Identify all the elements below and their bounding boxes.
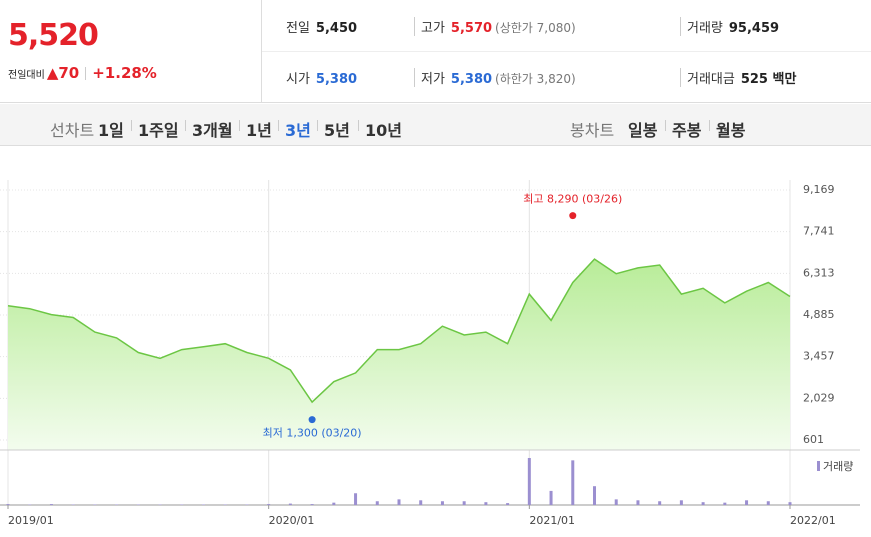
row-divider [262, 51, 871, 52]
annotation-marker [308, 416, 316, 424]
tab-separator [317, 120, 318, 131]
value: 5,450 [315, 21, 358, 36]
summary-box [262, 0, 871, 103]
period-tab[interactable]: 3년 [285, 121, 311, 140]
value: 5,380 [315, 72, 358, 87]
note: (하한가 3,820) [495, 72, 576, 86]
volume-bar [549, 490, 553, 505]
volume-bar [484, 502, 488, 505]
y-tick-label: 6,313 [803, 266, 835, 279]
volume-bar [527, 458, 531, 505]
tab-bar [0, 104, 871, 146]
label: 저가 [421, 72, 445, 87]
volume-bar [593, 486, 596, 505]
volume-bar [332, 502, 336, 505]
label: 시가 [286, 72, 310, 87]
value: 5,570 [450, 21, 493, 36]
period-tab[interactable]: 1년 [246, 121, 272, 140]
tab-separator [239, 120, 240, 131]
label: 거래대금 [687, 72, 735, 87]
tab-separator [131, 120, 132, 131]
price-box [0, 0, 262, 103]
change: 70 [58, 64, 80, 82]
x-tick-label: 2020/01 [269, 514, 315, 527]
value: 525 백만 [740, 72, 797, 87]
volume-bar [571, 460, 575, 505]
tab-separator [709, 120, 710, 131]
volume-bar [49, 504, 53, 505]
volume-bar [462, 501, 466, 505]
volume-bar [6, 504, 10, 505]
value: 95,459 [728, 21, 780, 36]
tab-separator [278, 120, 279, 131]
volume-bar [701, 502, 705, 505]
volume-bar [745, 500, 749, 505]
y-tick-label: 9,169 [803, 183, 835, 196]
label: 거래량 [687, 21, 723, 36]
y-tick-label: 7,741 [803, 225, 835, 238]
tab-group-label: 봉차트 [570, 121, 615, 140]
volume-bar [354, 493, 358, 505]
summary-item: 시가 5,380 [286, 68, 357, 87]
y-tick-label: 601 [803, 433, 824, 446]
annotation-text: 최고 8,290 (03/26) [523, 193, 622, 206]
volume-bar [723, 502, 727, 505]
tab-group-label: 선차트 [50, 121, 95, 140]
change-label: 전일대비 [8, 70, 45, 81]
area-fill [8, 259, 790, 450]
change-rate: +1.28% [92, 64, 157, 82]
volume-bar [267, 504, 271, 505]
tab-separator [358, 120, 359, 131]
volume-bar [788, 502, 792, 505]
volume-bar [636, 500, 640, 505]
period-tab[interactable]: 1주일 [138, 121, 179, 140]
value: 5,380 [450, 72, 493, 87]
legend-label: 거래량 [823, 460, 853, 473]
x-tick-label: 2022/01 [790, 514, 836, 527]
candle-tab[interactable]: 월봉 [716, 121, 746, 140]
note: (상한가 7,080) [495, 21, 576, 35]
volume-bar [375, 501, 379, 505]
volume-bar [440, 501, 444, 505]
legend-swatch [817, 461, 820, 471]
period-tab[interactable]: 3개월 [192, 121, 233, 140]
up-arrow: ▲ [46, 64, 59, 82]
y-tick-label: 4,885 [803, 308, 835, 321]
period-tab[interactable]: 1일 [98, 121, 124, 140]
tab-separator [665, 120, 666, 131]
period-tab[interactable]: 10년 [365, 121, 402, 140]
annotation-text: 최저 1,300 (03/20) [263, 427, 362, 440]
volume-bar [766, 501, 770, 505]
summary-item: 거래대금 525 백만 [680, 68, 796, 87]
y-tick-label: 3,457 [803, 350, 835, 363]
volume-bar [397, 499, 401, 505]
volume-bar [614, 499, 618, 505]
volume-bar [506, 503, 510, 505]
label: 고가 [421, 21, 445, 36]
volume-bar [288, 503, 292, 505]
volume-bar [419, 500, 423, 505]
current-price: 5,520 [8, 18, 99, 53]
volume-bar [679, 500, 683, 505]
x-tick-label: 2021/01 [529, 514, 575, 527]
candle-tab[interactable]: 주봉 [672, 121, 702, 140]
summary-item: 거래량 95,459 [680, 17, 779, 36]
volume-bar [310, 504, 314, 505]
summary-item: 저가 5,380 (하한가 3,820) [414, 68, 576, 87]
volume-bar [658, 501, 662, 505]
y-tick-label: 2,029 [803, 391, 835, 404]
candle-tab[interactable]: 일봉 [628, 121, 658, 140]
summary-item: 고가 5,570 (상한가 7,080) [414, 17, 576, 36]
summary-item: 전일 5,450 [286, 17, 357, 36]
tab-separator [185, 120, 186, 131]
label: 전일 [286, 21, 310, 36]
price-line [7, 258, 791, 404]
period-tab[interactable]: 5년 [324, 121, 350, 140]
annotation-marker [569, 212, 577, 220]
price-change: 전일대비 ▲70 +1.28% [8, 64, 157, 82]
x-tick-label: 2019/01 [8, 514, 54, 527]
